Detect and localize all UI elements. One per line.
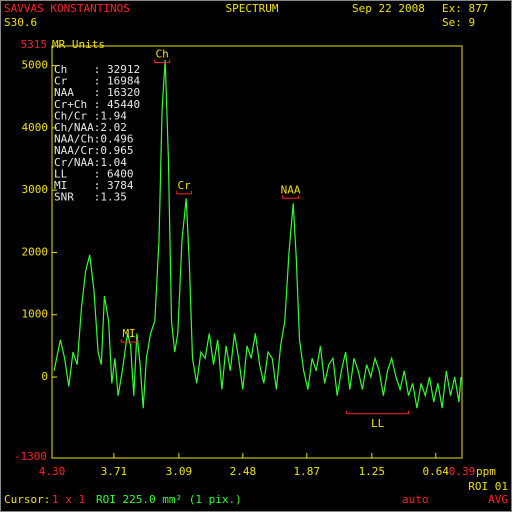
metric: NAA/Cr:0.965 [54, 144, 133, 157]
annotation-bracket [346, 410, 410, 415]
metric: Ch/Cr :1.94 [54, 109, 127, 122]
x-tick-label: 1.25 [359, 465, 386, 478]
y-tick-label: 3000 [22, 183, 49, 196]
annotation-label: Ch [155, 48, 168, 61]
y-tick-label: 1000 [22, 308, 49, 321]
annotation-bracket [120, 339, 138, 343]
spectrum-line [53, 59, 462, 409]
y-tick-label: 0 [41, 370, 48, 383]
y-min-label: -1300 [14, 450, 47, 463]
date: Sep 22 2008 [352, 2, 425, 15]
ex: Ex: 877 [442, 2, 488, 15]
annotation-label: LL [371, 417, 385, 430]
metric: SNR :1.35 [54, 191, 127, 204]
y-tick-label: 4000 [22, 121, 49, 134]
title: SPECTRUM [226, 2, 279, 15]
annotation-label: Cr [177, 179, 191, 192]
metric: MI : 3784 [54, 179, 134, 192]
patient-name: SAVVAS KONSTANTINOS [4, 2, 130, 15]
metric: NAA : 16320 [54, 86, 140, 99]
cursor-label: Cursor: [4, 493, 50, 506]
metric: LL : 6400 [54, 167, 133, 180]
x-tick-label: 1.87 [294, 465, 321, 478]
annotation-bracket [282, 195, 299, 199]
x-axis-label: ppm [476, 465, 496, 478]
annotation-label: NAA [281, 183, 301, 196]
mode: auto [402, 493, 429, 506]
se: Se: 9 [442, 16, 475, 29]
avg: AVG [488, 493, 508, 506]
metric: Ch : 32912 [54, 63, 140, 76]
annotation-bracket [176, 190, 192, 195]
roi-info: ROI 225.0 mm² (1 pix.) [96, 493, 242, 506]
y-max-label: 5315 [21, 38, 48, 51]
annotation-bracket [154, 59, 170, 64]
metric: Cr/NAA:1.04 [54, 156, 127, 169]
x-tick-label: 3.09 [166, 465, 193, 478]
metric: Ch/NAA:2.02 [54, 121, 127, 134]
y-axis-label: MR Units [52, 38, 105, 51]
roi-id: ROI 01 [468, 480, 508, 493]
x-limit-label: 4.30 [39, 465, 66, 478]
x-tick-label: 0.64 [423, 465, 450, 478]
cursor-size: 1 x 1 [52, 493, 85, 506]
y-tick-label: 2000 [22, 245, 49, 258]
metric: Cr+Ch : 45440 [54, 98, 140, 111]
annotation-label: MI [122, 327, 135, 340]
series-id: S30.6 [4, 16, 37, 29]
x-tick-label: 2.48 [230, 465, 257, 478]
x-tick-label: 3.71 [101, 465, 128, 478]
metric: NAA/Ch:0.496 [54, 133, 133, 146]
x-limit-label: 0.39 [449, 465, 476, 478]
metric: Cr : 16984 [54, 75, 140, 88]
y-tick-label: 5000 [22, 59, 49, 72]
